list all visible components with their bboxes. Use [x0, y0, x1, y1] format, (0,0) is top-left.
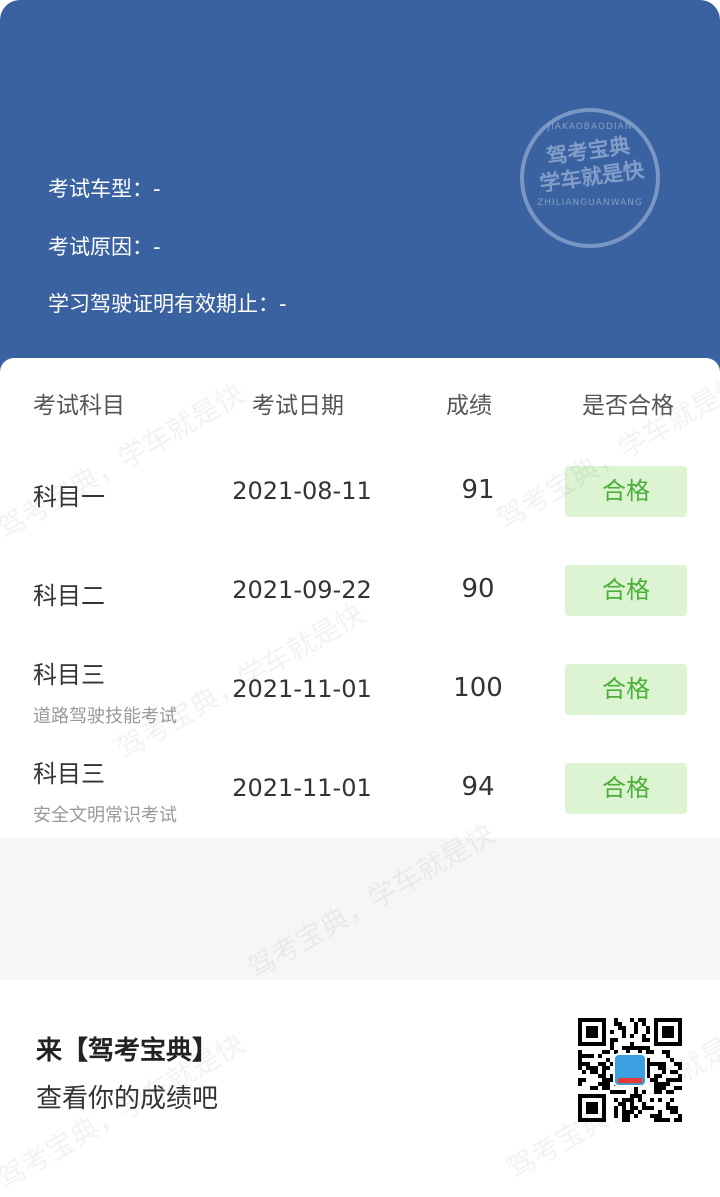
subject: 科目三 — [33, 760, 105, 788]
pass-badge: 合格 — [565, 466, 687, 517]
qr-code[interactable] — [578, 1018, 682, 1122]
exam-date: 2021-11-01 — [232, 774, 372, 802]
exam-date: 2021-09-22 — [232, 576, 372, 604]
stamp-bottom-text: ZHILIANGUANWANG — [537, 198, 643, 208]
subject: 科目二 — [33, 582, 105, 610]
score: 100 — [453, 673, 503, 703]
score-table: 考试科目 考试日期 成绩 是否合格 科目一 2021-08-11 91 合格 科… — [0, 358, 720, 838]
score: 91 — [461, 475, 495, 505]
col-score: 成绩 — [446, 393, 492, 419]
brand-stamp-logo: JIAKAOBAODIAN 驾考宝典 学车就是快 ZHILIANGUANWANG — [520, 108, 660, 248]
pass-badge: 合格 — [565, 565, 687, 616]
stamp-slogan: 驾考宝典 学车就是快 — [538, 133, 646, 197]
exam-reason: 考试原因：- — [48, 235, 161, 259]
col-date: 考试日期 — [252, 393, 344, 419]
validity-date: 学习驾驶证明有效期止：- — [48, 292, 287, 316]
footer: 来【驾考宝典】 查看你的成绩吧 — [0, 980, 720, 1161]
score: 90 — [461, 574, 495, 604]
table-row: 科目三 安全文明常识考试 2021-11-01 94 合格 — [0, 739, 720, 838]
header: 考试车型：- 考试原因：- 学习驾驶证明有效期止：- JIAKAOBAODIAN… — [0, 0, 720, 380]
car-type: 考试车型：- — [48, 177, 161, 201]
table-row: 科目二 2021-09-22 90 合格 — [0, 541, 720, 640]
table-row: 科目一 2021-08-11 91 合格 — [0, 442, 720, 541]
footer-title: 来【驾考宝典】 — [36, 1036, 219, 1066]
table-row: 科目三 道路驾驶技能考试 2021-11-01 100 合格 — [0, 640, 720, 739]
col-result: 是否合格 — [582, 393, 674, 419]
footer-subtitle: 查看你的成绩吧 — [36, 1084, 219, 1114]
subject: 科目三 — [33, 661, 105, 689]
spacer — [0, 838, 720, 980]
pass-badge: 合格 — [565, 664, 687, 715]
subject-subtitle: 道路驾驶技能考试 — [33, 706, 177, 727]
col-subject: 考试科目 — [33, 393, 125, 419]
exam-date: 2021-11-01 — [232, 675, 372, 703]
stamp-top-text: JIAKAOBAODIAN — [547, 122, 633, 132]
pass-badge: 合格 — [565, 763, 687, 814]
exam-date: 2021-08-11 — [232, 477, 372, 505]
subject-subtitle: 安全文明常识考试 — [33, 805, 177, 826]
subject: 科目一 — [33, 483, 105, 511]
score: 94 — [461, 772, 495, 802]
